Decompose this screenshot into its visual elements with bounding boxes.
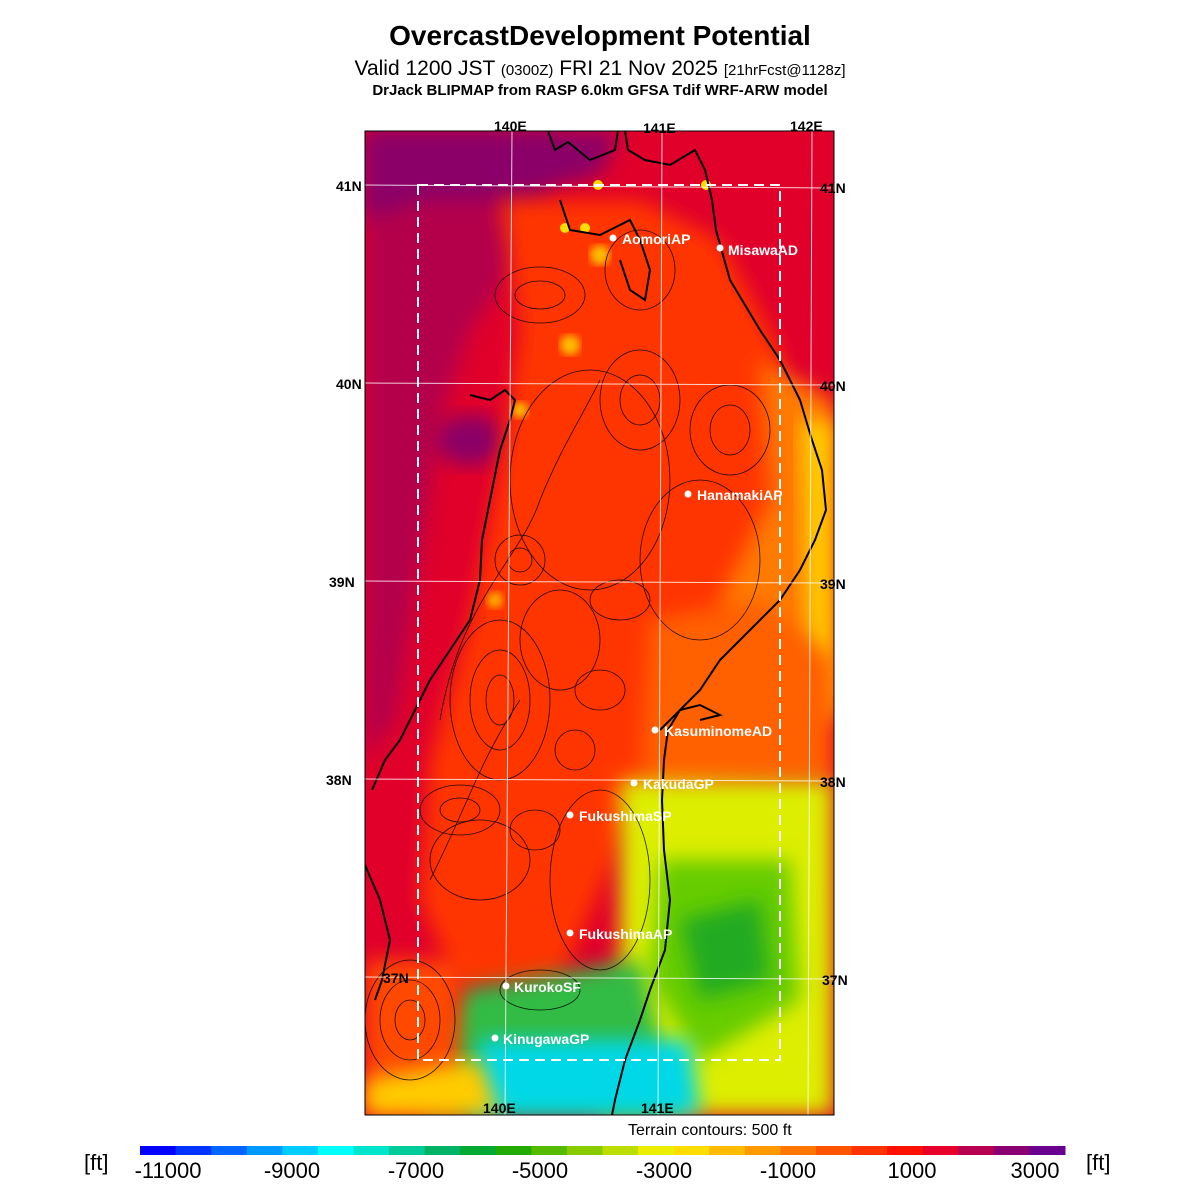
lat-lon-grid xyxy=(365,131,834,1115)
lat-label-37n-left: 37N xyxy=(383,970,409,986)
station-kinugawagp[interactable]: KinugawaGP xyxy=(491,1031,590,1047)
colorbar xyxy=(140,1146,1066,1155)
colorbar-swatch xyxy=(673,1146,710,1155)
colorbar-tick: -9000 xyxy=(263,1158,321,1183)
station-kurokosf[interactable]: KurokoSF xyxy=(502,979,582,995)
station-marker xyxy=(630,779,638,787)
terrain-contours xyxy=(365,229,771,1081)
colorbar-swatch xyxy=(780,1146,817,1155)
station-marker xyxy=(502,982,510,990)
colorbar-tick: -1000 xyxy=(759,1158,817,1183)
colorbar-swatch xyxy=(353,1146,390,1155)
colorbar-swatch xyxy=(175,1146,212,1155)
station-label: FukushimaAP xyxy=(579,926,672,942)
colorbar-swatch xyxy=(495,1146,532,1155)
colorbar-swatch xyxy=(1029,1146,1066,1155)
colorbar-swatch xyxy=(922,1146,959,1155)
colorbar-swatch xyxy=(424,1146,461,1155)
lat-label-39n-left: 39N xyxy=(329,574,355,590)
station-kakudagp[interactable]: KakudaGP xyxy=(630,776,714,792)
map-title: OvercastDevelopment Potential xyxy=(389,20,811,51)
station-label: FukushimaSP xyxy=(579,808,672,824)
station-label: MisawaAD xyxy=(728,242,798,258)
colorbar-tick: -5000 xyxy=(511,1158,569,1183)
colorbar-tick: 1000 xyxy=(887,1158,937,1183)
colorbar-tick: 3000 xyxy=(1010,1158,1060,1183)
colorbar-swatch xyxy=(282,1146,319,1155)
colorbar-swatch xyxy=(211,1146,248,1155)
colorbar-tick: -3000 xyxy=(635,1158,693,1183)
lat-label-39n-right: 39N xyxy=(820,576,846,592)
station-hanamakiap[interactable]: HanamakiAP xyxy=(684,487,783,503)
colorbar-swatch xyxy=(460,1146,497,1155)
station-marker xyxy=(609,234,617,242)
lon-label-141e-bottom: 141E xyxy=(641,1100,674,1116)
valid-utc: (0300Z) xyxy=(500,62,554,79)
colorbar-swatch xyxy=(638,1146,675,1155)
station-label: KinugawaGP xyxy=(503,1031,589,1047)
station-label: KakudaGP xyxy=(643,776,714,792)
colorbar-tick: -11000 xyxy=(134,1158,202,1183)
station-label: HanamakiAP xyxy=(697,487,783,503)
station-label: KurokoSF xyxy=(514,979,581,995)
station-marker xyxy=(491,1034,499,1042)
colorbar-unit-right: [ft] xyxy=(1086,1150,1111,1175)
station-misawaad[interactable]: MisawaAD xyxy=(716,242,799,258)
lat-label-40n-right: 40N xyxy=(820,378,846,394)
colorbar-swatch xyxy=(815,1146,853,1155)
valid-main: Valid 1200 JST xyxy=(354,57,495,80)
station-marker xyxy=(651,726,659,734)
lat-label-41n-left: 41N xyxy=(336,178,362,194)
terrain-contour-note: Terrain contours: 500 ft xyxy=(628,1122,792,1139)
colorbar-tick: -7000 xyxy=(387,1158,445,1183)
colorbar-swatch xyxy=(246,1146,283,1155)
colorbar-swatch xyxy=(602,1146,639,1155)
lon-label-142e-top: 142E xyxy=(790,118,823,134)
colorbar-swatch xyxy=(851,1146,888,1155)
lat-label-40n-left: 40N xyxy=(336,376,362,392)
station-label: AomoriAP xyxy=(622,231,690,247)
colorbar-swatch xyxy=(744,1146,781,1155)
lon-label-140e-top: 140E xyxy=(494,118,527,134)
lat-label-37n-right: 37N xyxy=(822,972,848,988)
colorbar-swatch xyxy=(389,1146,426,1155)
inner-domain-box xyxy=(417,184,781,1061)
forecast-tag: [21hrFcst@1128z] xyxy=(723,62,846,79)
station-marker xyxy=(566,811,574,819)
lat-label-38n-right: 38N xyxy=(820,774,846,790)
map-field xyxy=(365,131,834,1115)
colorbar-swatch xyxy=(317,1146,354,1155)
station-marker xyxy=(566,929,574,937)
station-fukushimasp[interactable]: FukushimaSP xyxy=(566,808,672,824)
colorbar-swatch xyxy=(709,1146,746,1155)
lat-label-41n-right: 41N xyxy=(820,180,846,196)
colorbar-swatch xyxy=(887,1146,924,1155)
lon-label-141e-top: 141E xyxy=(643,120,676,136)
map-frame xyxy=(364,130,835,1116)
station-marker xyxy=(684,490,692,498)
valid-time: Valid 1200 JST (0300Z) FRI 21 Nov 2025 [… xyxy=(0,57,1200,81)
station-aomoriap[interactable]: AomoriAP xyxy=(609,231,691,247)
station-kasuminomead[interactable]: KasuminomeAD xyxy=(651,723,773,739)
lon-label-140e-bottom: 140E xyxy=(483,1100,516,1116)
station-label: KasuminomeAD xyxy=(664,723,772,739)
station-marker xyxy=(716,244,724,252)
colorbar-swatch xyxy=(566,1146,603,1155)
colorbar-unit-left: [ft] xyxy=(84,1150,109,1175)
colorbar-swatch xyxy=(958,1146,995,1155)
colorbar-swatch xyxy=(531,1146,568,1155)
station-fukushimaap[interactable]: FukushimaAP xyxy=(566,926,673,942)
lat-label-38n-left: 38N xyxy=(326,772,352,788)
model-description: DrJack BLIPMAP from RASP 6.0km GFSA Tdif… xyxy=(372,82,828,99)
colorbar-swatch xyxy=(140,1146,177,1155)
valid-date: FRI 21 Nov 2025 xyxy=(559,57,718,80)
colorbar-swatch xyxy=(993,1146,1030,1155)
